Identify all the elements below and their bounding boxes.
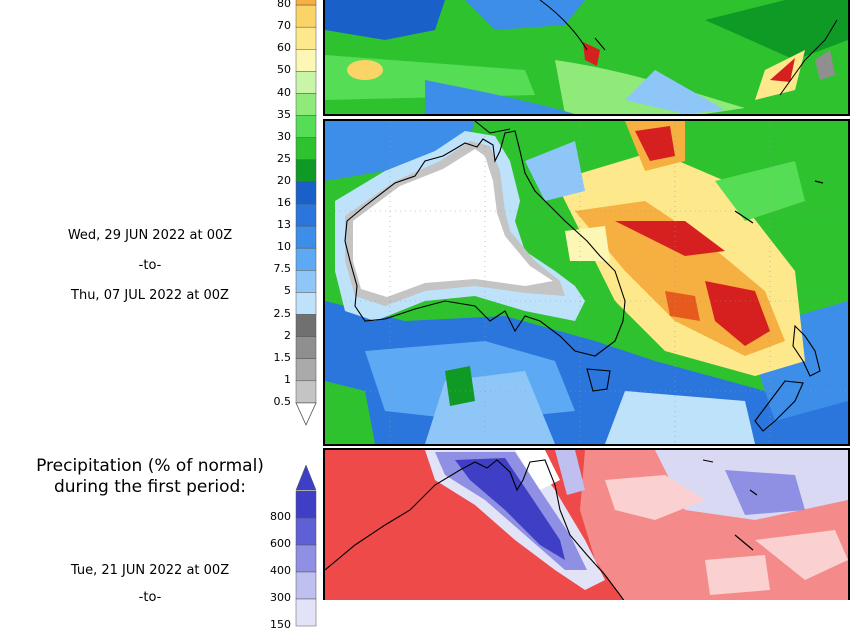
colorbar-tick-label: 1 bbox=[284, 372, 291, 386]
colorbar-swatch bbox=[295, 544, 317, 573]
colorbar-tick-label: 50 bbox=[277, 63, 291, 77]
colorbar-tick-label: 25 bbox=[277, 151, 291, 165]
colorbar-tick-label: 1.5 bbox=[273, 350, 292, 364]
colorbar-swatch bbox=[295, 314, 317, 337]
anomaly-heading-line1: Precipitation (% of normal) bbox=[36, 456, 264, 476]
colorbar-swatch bbox=[295, 159, 317, 183]
colorbar-swatch bbox=[295, 270, 317, 293]
colorbar-swatch bbox=[295, 137, 317, 161]
colorbar-tick-label: 0.5 bbox=[273, 394, 292, 408]
anomaly-heading-line2: during the first period: bbox=[53, 477, 247, 497]
map-panel-top-partial bbox=[323, 0, 850, 116]
colorbar-swatch bbox=[295, 93, 317, 116]
colorbar-swatch bbox=[295, 49, 317, 72]
colorbar-tick-label: 150 bbox=[270, 618, 291, 631]
colorbar-tick-label: 30 bbox=[277, 129, 291, 143]
period1-start-date: Wed, 29 JUN 2022 at 00Z bbox=[67, 228, 233, 243]
colorbar-swatch bbox=[295, 203, 317, 227]
colorbar-swatch bbox=[295, 358, 317, 382]
colorbar-tick-label: 7.5 bbox=[273, 262, 292, 276]
period1-end-date: Thu, 07 JUL 2022 at 00Z bbox=[71, 288, 229, 303]
colorbar-swatch bbox=[295, 517, 317, 546]
colorbar-swatch bbox=[295, 115, 317, 138]
colorbar-tick-label: 800 bbox=[270, 510, 291, 523]
colorbar-tick-label: 13 bbox=[277, 218, 291, 232]
colorbar-tick-label: 400 bbox=[270, 564, 291, 577]
colorbar-swatch bbox=[295, 26, 317, 50]
colorbar-swatch bbox=[295, 380, 317, 404]
colorbar-tick-label: 10 bbox=[277, 240, 291, 254]
colorbar-tick-label: 2 bbox=[284, 328, 291, 342]
colorbar-swatch bbox=[295, 71, 317, 94]
period1-separator: -to- bbox=[138, 258, 162, 273]
colorbar-swatch bbox=[295, 181, 317, 205]
colorbar-swatch bbox=[295, 490, 317, 519]
colorbar-tick-label: 5 bbox=[284, 284, 291, 298]
period2-start-date: Tue, 21 JUN 2022 at 00Z bbox=[70, 563, 230, 578]
colorbar-swatch bbox=[295, 336, 317, 359]
colorbar-tick-label: 60 bbox=[277, 41, 291, 55]
colorbar-swatch bbox=[295, 598, 317, 627]
colorbar-tick-label: 80 bbox=[277, 0, 291, 11]
colorbar-swatch bbox=[295, 247, 317, 271]
period2-separator: -to- bbox=[138, 590, 162, 605]
colorbar-swatch bbox=[295, 571, 317, 600]
colorbar-tick-label: 600 bbox=[270, 537, 291, 550]
colorbar-swatch bbox=[295, 225, 317, 249]
colorbar-swatch bbox=[295, 0, 317, 6]
colorbar-tick-label: 40 bbox=[277, 85, 291, 99]
colorbar-swatch bbox=[295, 4, 317, 28]
cb-bot-svg bbox=[295, 464, 317, 627]
cb-top-svg bbox=[295, 0, 317, 426]
colorbar-tick-label: 2.5 bbox=[273, 306, 292, 320]
map-panel-precipitation bbox=[323, 119, 850, 446]
map-panel-anomaly bbox=[323, 448, 850, 600]
colorbar-tick-label: 16 bbox=[277, 196, 291, 209]
colorbar-tick-label: 20 bbox=[277, 173, 291, 187]
colorbar-tick-label: 35 bbox=[277, 107, 291, 121]
colorbar-top-arrow bbox=[295, 464, 317, 491]
colorbar-swatch bbox=[295, 292, 317, 315]
colorbar-bottom-arrow bbox=[295, 402, 317, 426]
colorbar-tick-label: 70 bbox=[277, 19, 291, 33]
